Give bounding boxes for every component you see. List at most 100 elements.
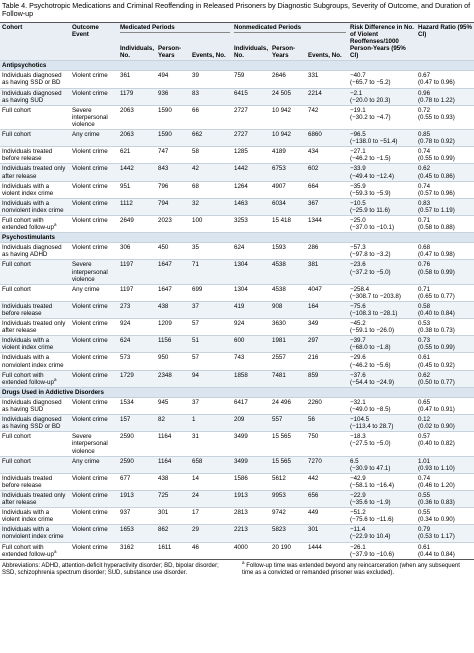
count-cell: 37: [190, 300, 232, 319]
table-row: Individuals diagnosed as having ADHD Viol…: [0, 242, 474, 260]
header-row: Cohort Outcome Event Medicated Periods Nonm…: [0, 22, 474, 61]
risk-cell: −37.6 (−54.4 to −24.9): [348, 369, 416, 388]
count-cell: 624: [232, 242, 270, 260]
cohort: Individuals treated before release: [2, 474, 53, 489]
count-cell: 743: [232, 352, 270, 371]
risk-ci: (−54.4 to −24.9): [350, 378, 395, 386]
count-cell: 662: [190, 129, 232, 147]
cohort: Individuals treated only after release: [2, 491, 66, 507]
count-cell: 750: [306, 431, 348, 457]
count-cell: 862: [156, 524, 190, 543]
table-row: Full cohort Severe interpersonal violence…: [0, 104, 474, 130]
header-cell: Person-Years: [156, 37, 190, 61]
hazard-ci: (0.57 to 1.19): [418, 206, 455, 214]
hazard-ratio: 0.61: [418, 543, 431, 551]
risk-difference: −18.3: [350, 433, 366, 441]
hazard-ratio: 0.55: [418, 509, 431, 517]
count-cell: 4000: [232, 541, 270, 559]
table-row: Full cohort with extended follow-upa Viol…: [0, 541, 474, 559]
header-cell: Risk Difference in No. of Violent Reoffe…: [348, 22, 416, 61]
header-cell: Events, No.: [306, 37, 348, 61]
count-cell: 32: [190, 197, 232, 216]
risk-ci: (−113.4 to 28.7): [350, 423, 394, 431]
risk-ci: (−37.0 to −10.1): [350, 224, 395, 232]
risk-ci: (−59.3 to −5.9): [350, 189, 391, 197]
count-cell: 46: [190, 541, 232, 559]
hazard-ci: (0.44 to 0.84): [418, 550, 455, 558]
cohort: Full cohort: [2, 106, 31, 114]
outcome: Violent crime: [70, 214, 118, 233]
count-cell: 6417: [232, 396, 270, 415]
hazard-cell: 0.76 (0.58 to 0.99): [416, 259, 474, 285]
count-cell: 1913: [118, 489, 156, 508]
count-cell: 10 942: [270, 104, 306, 130]
count-cell: 924: [118, 318, 156, 336]
count-cell: 1264: [232, 180, 270, 199]
count-cell: 908: [270, 300, 306, 319]
hazard-cell: 0.74 (0.55 to 0.99): [416, 146, 474, 164]
count-cell: 438: [156, 300, 190, 319]
count-cell: 83: [190, 87, 232, 106]
count-cell: 35: [190, 242, 232, 260]
outcome: Violent crime: [70, 507, 118, 525]
outcome: Any crime: [70, 283, 118, 302]
count-cell: 438: [156, 472, 190, 491]
risk-cell: −19.1 (−30.2 to −4.7): [348, 104, 416, 130]
outcome: Violent crime: [70, 335, 118, 353]
count-cell: 742: [306, 104, 348, 130]
outcome: Violent crime: [70, 70, 118, 89]
header-cell: Events, No.: [190, 37, 232, 61]
table-row: Full cohort Any crime 2590 1164 658 3499 15 56…: [0, 455, 474, 474]
cohort-cell: Full cohort: [0, 455, 70, 474]
count-cell: 7481: [270, 369, 306, 388]
outcome: Violent crime: [70, 87, 118, 106]
outcome: Violent crime: [70, 242, 118, 260]
cohort: Individuals diagnosed as having SUD: [2, 89, 62, 104]
risk-ci: (−68.0 to −1.8): [350, 344, 391, 352]
count-cell: 301: [156, 507, 190, 525]
count-cell: 449: [306, 507, 348, 525]
section-row: Drugs Used in Addictive Disorders: [0, 386, 474, 398]
risk-difference: −42.9: [350, 474, 366, 482]
hazard-ci: (0.65 to 0.77): [418, 292, 455, 300]
risk-cell: −10.5 (−25.9 to 11.6): [348, 197, 416, 216]
cohort-cell: Full cohort: [0, 259, 70, 285]
hazard-ci: (0.53 to 1.17): [418, 533, 455, 541]
header-group: Nonmedicated Periods: [232, 22, 348, 38]
risk-ci: (−22.9 to 10.4): [350, 533, 391, 541]
hazard-cell: 0.57 (0.40 to 0.82): [416, 431, 474, 457]
hazard-cell: 0.53 (0.38 to 0.73): [416, 318, 474, 336]
table-row: Individuals with a violent index crime Vi…: [0, 507, 474, 525]
count-cell: 68: [190, 180, 232, 199]
footnote-a: a Follow-up time was extended beyond any…: [242, 560, 472, 577]
table-row: Full cohort with extended follow-upa Viol…: [0, 214, 474, 233]
hazard-ratio: 0.74: [418, 148, 431, 156]
count-cell: 434: [306, 146, 348, 164]
count-cell: 4189: [270, 146, 306, 164]
risk-cell: −75.6 (−108.3 to −28.1): [348, 300, 416, 319]
cohort: Individuals with a nonviolent index crim…: [2, 199, 64, 214]
count-cell: 4047: [306, 283, 348, 302]
group-label: Medicated Periods: [120, 24, 230, 33]
risk-cell: −23.6 (−37.2 to −5.0): [348, 259, 416, 285]
count-cell: 273: [118, 300, 156, 319]
hazard-ci: (0.58 to 0.88): [418, 224, 455, 232]
table-row: Individuals treated before release Violen…: [0, 300, 474, 319]
table-row: Full cohort Severe interpersonal violence…: [0, 431, 474, 457]
hazard-cell: 0.55 (0.36 to 0.83): [416, 489, 474, 508]
section-title: Drugs Used in Addictive Disorders: [0, 386, 474, 398]
cohort-cell: Individuals with a violent index crime: [0, 180, 70, 199]
header-row: Individuals, No. Person-Years Events, No. I…: [0, 37, 474, 61]
count-cell: 24: [190, 489, 232, 508]
table-row: Full cohort with extended follow-upa Viol…: [0, 369, 474, 388]
count-cell: 945: [156, 396, 190, 415]
table-row: Individuals diagnosed as having SSD or B…: [0, 70, 474, 89]
cohort-cell: Full cohort: [0, 283, 70, 302]
count-cell: 1304: [232, 283, 270, 302]
table: Cohort Outcome Event Medicated Periods Nonm…: [0, 22, 474, 559]
hazard-ci: (0.38 to 0.73): [418, 327, 455, 335]
table-row: Individuals with a nonviolent index crim…: [0, 197, 474, 216]
hazard-cell: 0.79 (0.53 to 1.17): [416, 524, 474, 543]
hazard-cell: 0.83 (0.57 to 1.19): [416, 197, 474, 216]
